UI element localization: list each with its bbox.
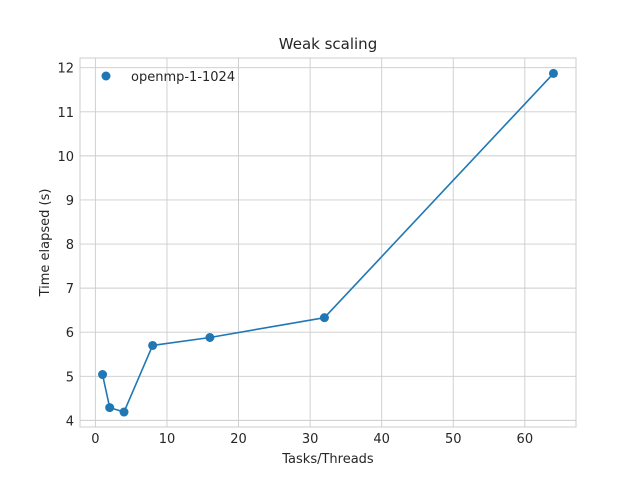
y-tick-label: 9 — [66, 194, 74, 209]
legend-marker — [101, 71, 111, 81]
x-tick-labels: 0 10 20 30 40 50 60 — [91, 432, 533, 447]
data-point — [319, 313, 329, 323]
x-tick-label: 10 — [159, 432, 176, 447]
y-tick-label: 5 — [66, 370, 74, 385]
series-group — [98, 68, 558, 417]
x-axis-label: Tasks/Threads — [281, 452, 374, 467]
plot-frame — [79, 57, 577, 428]
legend: openmp-1-1024 — [101, 70, 235, 85]
x-tick-label: 20 — [230, 432, 247, 447]
x-tick-label: 0 — [91, 432, 99, 447]
grid-lines — [80, 58, 576, 427]
y-tick-label: 7 — [66, 282, 74, 297]
x-tick-label: 60 — [517, 432, 534, 447]
y-tick-label: 4 — [66, 414, 74, 429]
x-tick-label: 40 — [373, 432, 390, 447]
y-tick-label: 8 — [66, 238, 74, 253]
y-tick-labels: 4 5 6 7 8 9 10 11 12 — [57, 62, 74, 430]
legend-label: openmp-1-1024 — [131, 70, 235, 85]
data-point — [205, 333, 215, 343]
y-tick-label: 11 — [57, 106, 74, 121]
data-point — [105, 403, 115, 413]
x-tick-label: 30 — [302, 432, 319, 447]
y-tick-label: 10 — [57, 150, 74, 165]
data-point — [148, 340, 158, 350]
plot-area — [80, 58, 576, 427]
chart-title: Weak scaling — [279, 35, 377, 53]
x-tick-label: 50 — [445, 432, 462, 447]
data-point — [548, 68, 558, 78]
y-tick-label: 6 — [66, 326, 74, 341]
y-tick-label: 12 — [57, 62, 74, 77]
data-point — [98, 370, 108, 380]
data-point — [119, 407, 129, 417]
y-axis-label: Time elapsed (s) — [38, 189, 53, 298]
